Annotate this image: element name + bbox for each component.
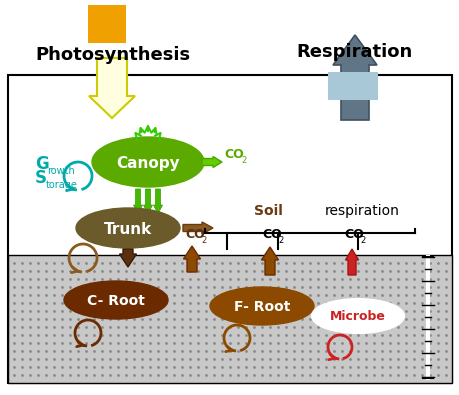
Text: CO: CO xyxy=(343,228,363,241)
FancyArrow shape xyxy=(202,156,222,167)
FancyArrow shape xyxy=(183,246,200,272)
Bar xyxy=(8,75,451,383)
Text: Soil: Soil xyxy=(253,204,282,218)
Text: Photosynthesis: Photosynthesis xyxy=(35,46,190,64)
FancyArrow shape xyxy=(143,189,152,214)
Ellipse shape xyxy=(76,208,179,248)
Bar xyxy=(88,5,126,43)
Text: F- Root: F- Root xyxy=(233,300,290,314)
FancyArrow shape xyxy=(89,58,134,118)
Text: G: G xyxy=(35,155,49,173)
Text: 2: 2 xyxy=(277,236,283,245)
Ellipse shape xyxy=(92,137,203,187)
Ellipse shape xyxy=(311,299,403,333)
FancyArrow shape xyxy=(119,249,136,267)
Text: Canopy: Canopy xyxy=(116,156,179,171)
Bar xyxy=(8,255,451,383)
Text: C- Root: C- Root xyxy=(87,294,145,308)
Text: rowth: rowth xyxy=(47,166,75,176)
Text: 2: 2 xyxy=(359,236,364,245)
FancyArrow shape xyxy=(332,35,376,120)
Text: 2: 2 xyxy=(241,156,246,165)
Ellipse shape xyxy=(64,281,168,319)
Text: Trunk: Trunk xyxy=(104,222,152,237)
Text: S: S xyxy=(35,169,47,187)
Text: Microbe: Microbe xyxy=(330,310,385,324)
Bar xyxy=(327,72,377,100)
FancyArrow shape xyxy=(183,222,213,234)
Text: CO: CO xyxy=(185,228,204,241)
Text: torage: torage xyxy=(46,180,78,190)
Text: respiration: respiration xyxy=(325,204,399,218)
Text: CO: CO xyxy=(262,228,281,241)
FancyArrow shape xyxy=(153,189,162,214)
FancyArrow shape xyxy=(261,247,278,275)
FancyArrow shape xyxy=(133,189,142,214)
FancyArrow shape xyxy=(345,249,358,275)
Ellipse shape xyxy=(210,287,313,325)
Ellipse shape xyxy=(222,193,313,227)
Text: Respiration: Respiration xyxy=(296,43,412,61)
Text: 2: 2 xyxy=(201,236,206,245)
Text: CO: CO xyxy=(224,148,243,161)
